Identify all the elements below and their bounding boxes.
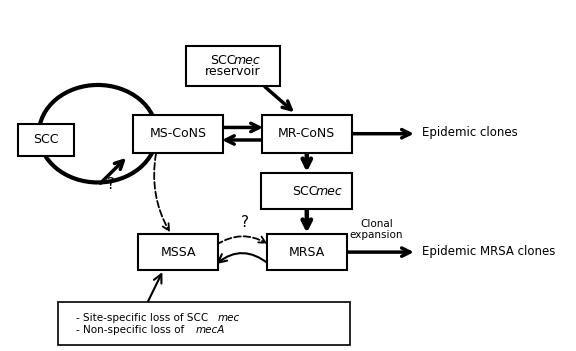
Text: Clonal
expansion: Clonal expansion xyxy=(350,219,403,240)
Text: SCC: SCC xyxy=(210,54,236,67)
Text: - Site-specific loss of SCC: - Site-specific loss of SCC xyxy=(77,313,209,323)
FancyBboxPatch shape xyxy=(186,46,280,86)
Text: MR-CoNS: MR-CoNS xyxy=(278,127,335,140)
Text: mecA: mecA xyxy=(195,325,225,336)
FancyBboxPatch shape xyxy=(262,173,353,210)
FancyBboxPatch shape xyxy=(58,302,350,345)
Text: ?: ? xyxy=(241,215,249,230)
Text: MS-CoNS: MS-CoNS xyxy=(150,127,207,140)
FancyBboxPatch shape xyxy=(18,124,74,155)
Text: MSSA: MSSA xyxy=(161,246,196,259)
FancyBboxPatch shape xyxy=(138,234,218,270)
FancyBboxPatch shape xyxy=(267,234,347,270)
Text: reservoir: reservoir xyxy=(205,65,261,78)
Text: SCC: SCC xyxy=(293,185,318,198)
Text: Epidemic clones: Epidemic clones xyxy=(422,126,518,139)
FancyBboxPatch shape xyxy=(133,114,223,153)
Text: mec: mec xyxy=(234,54,261,67)
Text: ?: ? xyxy=(107,177,115,192)
Text: MRSA: MRSA xyxy=(289,246,325,259)
Text: SCC: SCC xyxy=(33,133,59,146)
Text: mec: mec xyxy=(316,185,343,198)
FancyBboxPatch shape xyxy=(262,114,352,153)
Text: mec: mec xyxy=(217,313,240,323)
Text: - Non-specific loss of: - Non-specific loss of xyxy=(77,325,188,336)
Text: Epidemic MRSA clones: Epidemic MRSA clones xyxy=(422,245,555,258)
